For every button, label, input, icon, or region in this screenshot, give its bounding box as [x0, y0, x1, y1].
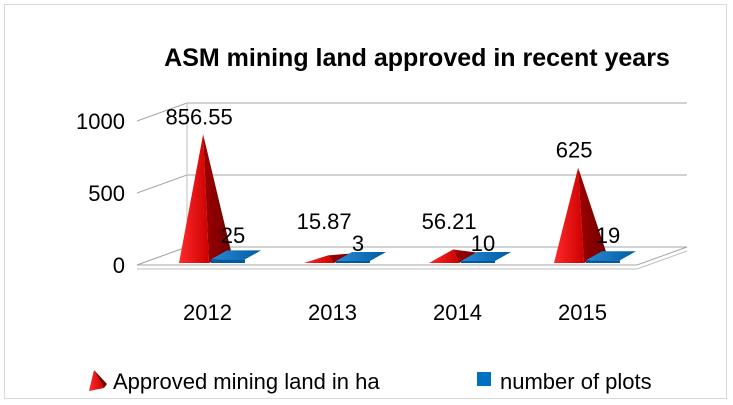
y-axis-ticks: 0 500 1000 — [76, 109, 125, 278]
bar-approved-land-side — [203, 134, 232, 263]
data-label-number-of-plots: 3 — [352, 231, 364, 256]
legend-entry-approved-land: Approved mining land in ha — [89, 369, 380, 394]
data-marks — [179, 134, 636, 263]
legend: Approved mining land in ha number of plo… — [89, 369, 652, 394]
chart-canvas: ASM mining land approved in recent years… — [76, 44, 688, 394]
data-label-approved-land: 56.21 — [422, 209, 477, 234]
y-tick-label: 1000 — [76, 109, 125, 134]
legend-swatch-number-of-plots — [477, 372, 491, 386]
data-label-approved-land: 856.55 — [165, 104, 232, 129]
bar-approved-land — [304, 255, 334, 263]
bar-number-of-plots-front — [336, 261, 370, 263]
data-label-approved-land: 15.87 — [297, 209, 352, 234]
bar-number-of-plots-front — [461, 261, 495, 263]
legend-swatch-approved-land — [89, 370, 104, 391]
x-tick-label: 2012 — [183, 300, 232, 325]
bar-number-of-plots-front — [586, 260, 620, 263]
data-label-number-of-plots: 10 — [471, 231, 495, 256]
bar-number-of-plots — [211, 250, 261, 260]
gridline-side — [136, 102, 188, 122]
data-label-approved-land: 625 — [556, 138, 593, 163]
data-label-number-of-plots: 25 — [221, 223, 245, 248]
x-tick-label: 2014 — [433, 300, 482, 325]
legend-label-approved-land: Approved mining land in ha — [113, 369, 380, 394]
bar-approved-land-side — [578, 167, 607, 263]
y-tick-label: 500 — [88, 181, 125, 206]
bar-number-of-plots — [586, 251, 636, 261]
bar-number-of-plots-front — [211, 259, 245, 263]
x-axis-ticks: 2012 2013 2014 2015 — [183, 300, 607, 325]
legend-entry-number-of-plots: number of plots — [477, 369, 652, 394]
bar-approved-land — [429, 249, 459, 263]
legend-label-number-of-plots: number of plots — [500, 369, 652, 394]
data-label-number-of-plots: 19 — [596, 223, 620, 248]
gridline-side — [136, 174, 188, 194]
bar-approved-land — [554, 167, 584, 263]
axes — [136, 103, 688, 270]
bar-number-of-plots — [336, 252, 386, 261]
bar-approved-land-side — [453, 249, 482, 263]
floor — [136, 246, 688, 266]
x-tick-label: 2013 — [308, 300, 357, 325]
bar-approved-land — [179, 134, 209, 263]
y-tick-label: 0 — [113, 253, 125, 278]
chart-title: ASM mining land approved in recent years — [164, 44, 670, 72]
bar-number-of-plots — [461, 252, 511, 261]
floor-side-edge — [636, 250, 688, 270]
x-tick-label: 2015 — [558, 300, 607, 325]
chart-frame: ASM mining land approved in recent years… — [4, 4, 727, 399]
